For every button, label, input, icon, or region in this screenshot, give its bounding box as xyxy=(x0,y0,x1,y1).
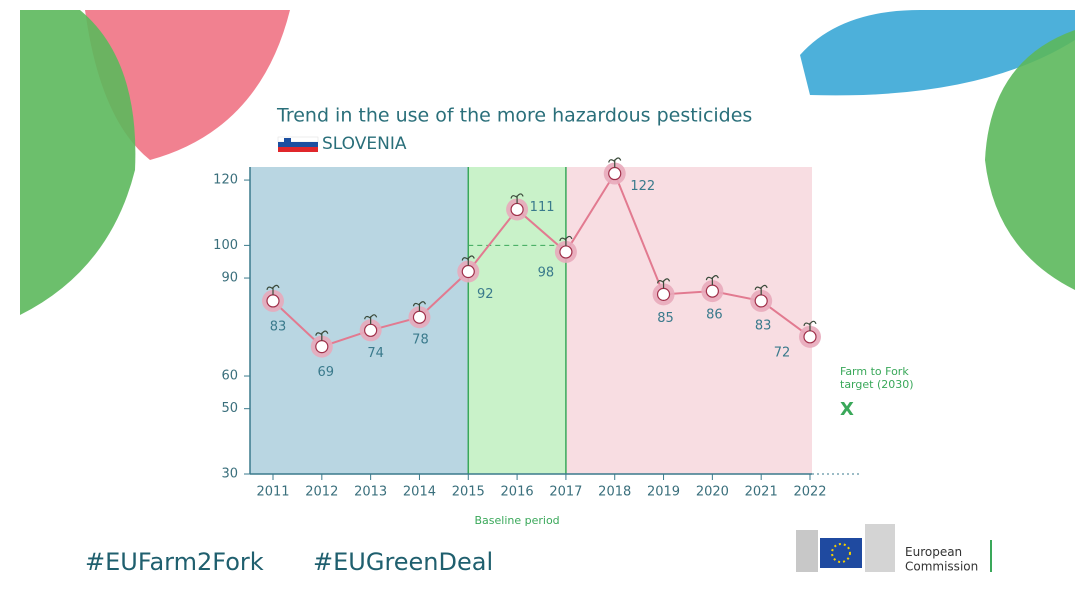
point-sprout xyxy=(364,314,378,325)
value-label: 122 xyxy=(630,179,655,194)
point-icon xyxy=(461,264,475,279)
point-icon xyxy=(315,340,329,354)
y-tick-label: 50 xyxy=(221,401,238,416)
x-tick-label: 2015 xyxy=(452,485,485,500)
x-tick-label: 2020 xyxy=(696,485,729,500)
point-sprout xyxy=(412,301,427,312)
point-sprout xyxy=(461,255,475,266)
leaf-decoration xyxy=(800,10,1075,96)
hashtag: #EUFarm2Fork xyxy=(85,548,264,576)
point-sprout xyxy=(559,235,573,246)
value-label: 85 xyxy=(657,311,674,326)
value-label: 86 xyxy=(706,308,723,323)
chart-subtitle: SLOVENIA xyxy=(322,134,407,154)
value-label: 111 xyxy=(530,200,555,215)
point-icon xyxy=(608,166,622,181)
value-label: 74 xyxy=(367,346,384,361)
target-marker: X xyxy=(840,399,854,420)
point-sprout xyxy=(315,330,329,341)
x-tick-label: 2012 xyxy=(305,485,338,500)
target-label: Farm to Fork target (2030) xyxy=(840,365,914,391)
leaf-decoration xyxy=(20,10,136,315)
y-tick-label: 100 xyxy=(213,238,238,253)
point-icon xyxy=(803,330,817,344)
x-tick-label: 2011 xyxy=(256,485,289,500)
point-sprout xyxy=(656,278,671,289)
value-label: 98 xyxy=(538,265,555,280)
value-label: 83 xyxy=(270,319,287,334)
point-icon xyxy=(754,294,768,308)
y-tick-label: 90 xyxy=(221,271,238,286)
point-icon xyxy=(364,323,378,337)
x-tick-label: 2016 xyxy=(501,485,534,500)
point-icon xyxy=(266,294,280,308)
period-before xyxy=(250,167,469,474)
y-tick-label: 120 xyxy=(213,173,238,188)
chart-title: Trend in the use of the more hazardous p… xyxy=(276,105,752,127)
point-icon xyxy=(412,310,427,324)
ec-logo xyxy=(796,524,992,572)
point-sprout xyxy=(803,320,817,331)
organization-name: European Commission xyxy=(905,545,978,573)
value-label: 92 xyxy=(477,287,494,302)
x-tick-label: 2018 xyxy=(598,485,631,500)
leaf-decoration xyxy=(85,10,290,160)
value-label: 83 xyxy=(755,318,772,333)
leaf-decoration xyxy=(985,30,1075,290)
x-tick-label: 2014 xyxy=(403,485,436,500)
value-label: 72 xyxy=(774,345,791,360)
point-sprout xyxy=(754,284,768,295)
hashtag: #EUGreenDeal xyxy=(313,548,493,576)
period-after xyxy=(565,167,812,474)
plot-area: Baseline period 30 50 60 90 100 120 2011 2012 201… xyxy=(213,157,860,527)
y-tick-label: 60 xyxy=(221,369,238,384)
x-tick-label: 2022 xyxy=(793,485,826,500)
x-tick-label: 2013 xyxy=(354,485,387,500)
y-tick-label: 30 xyxy=(221,467,238,482)
flag-slovenia xyxy=(277,136,319,152)
baseline-label: Baseline period xyxy=(474,514,559,527)
point-sprout xyxy=(266,284,280,295)
x-tick-label: 2017 xyxy=(549,485,582,500)
point-icon xyxy=(559,245,573,259)
point-icon xyxy=(510,202,524,217)
point-sprout xyxy=(705,275,719,286)
point-sprout xyxy=(608,157,622,168)
value-label: 69 xyxy=(318,365,335,380)
point-icon xyxy=(656,287,671,301)
point-sprout xyxy=(510,193,524,204)
x-tick-label: 2019 xyxy=(647,485,680,500)
value-label: 78 xyxy=(412,333,429,348)
point-icon xyxy=(705,284,719,298)
x-tick-label: 2021 xyxy=(745,485,778,500)
